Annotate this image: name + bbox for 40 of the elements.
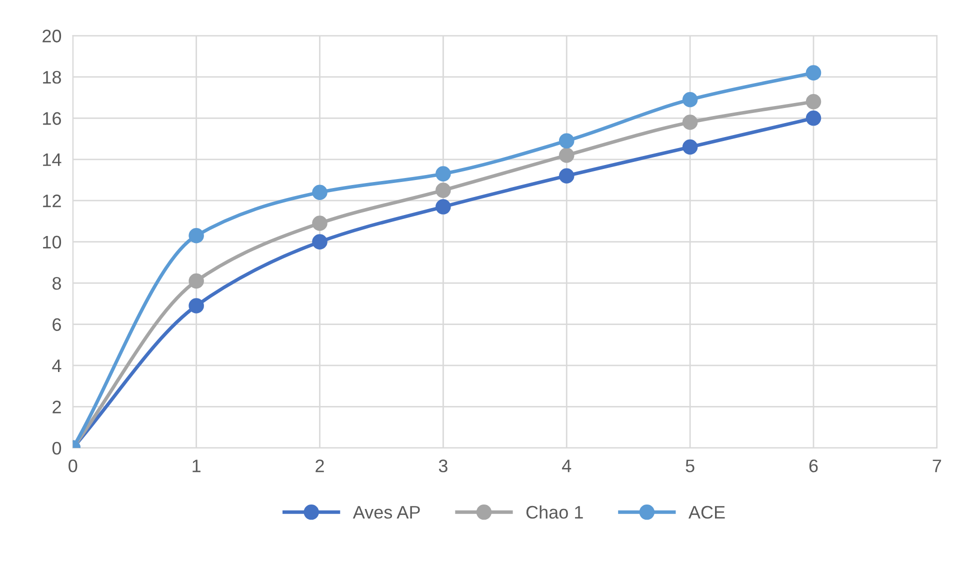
point xyxy=(682,139,698,155)
point xyxy=(682,92,698,108)
legend-label: Aves AP xyxy=(352,506,420,519)
point xyxy=(436,199,451,214)
x-tick-label: 3 xyxy=(438,460,448,472)
point xyxy=(188,273,204,289)
y-tick-label: 6 xyxy=(52,318,61,331)
y-tick-label: 20 xyxy=(42,30,62,42)
y-tick-label: 0 xyxy=(52,442,62,455)
y-tick-label: 8 xyxy=(52,276,61,290)
y-tick-label: 14 xyxy=(43,154,62,166)
point xyxy=(806,94,822,110)
point xyxy=(682,114,698,130)
point xyxy=(806,65,822,80)
y-tick-label: 10 xyxy=(43,236,62,249)
x-tick-label: 4 xyxy=(562,460,572,472)
point xyxy=(188,228,204,244)
point xyxy=(436,166,451,182)
x-tick-label: 7 xyxy=(932,460,942,472)
y-tick-label: 4 xyxy=(52,360,62,372)
point xyxy=(188,298,204,314)
x-tick-label: 1 xyxy=(192,460,200,472)
y-tick-label: 2 xyxy=(52,400,61,414)
legend-label: ACE xyxy=(688,506,725,519)
point xyxy=(558,168,574,184)
point xyxy=(312,216,328,231)
point xyxy=(312,234,328,250)
x-tick-label: 5 xyxy=(686,460,694,472)
point xyxy=(558,148,574,163)
y-tick-label: 12 xyxy=(43,194,61,208)
y-tick-label: 16 xyxy=(43,112,61,125)
y-tick-label: 18 xyxy=(43,70,61,84)
point xyxy=(312,184,328,200)
x-tick-label: 2 xyxy=(316,460,324,472)
point xyxy=(558,133,574,148)
point xyxy=(806,110,822,126)
point xyxy=(436,182,451,198)
x-tick-label: 0 xyxy=(68,460,78,472)
legend-label: Chao 1 xyxy=(526,505,583,519)
x-tick-label: 6 xyxy=(809,460,818,472)
